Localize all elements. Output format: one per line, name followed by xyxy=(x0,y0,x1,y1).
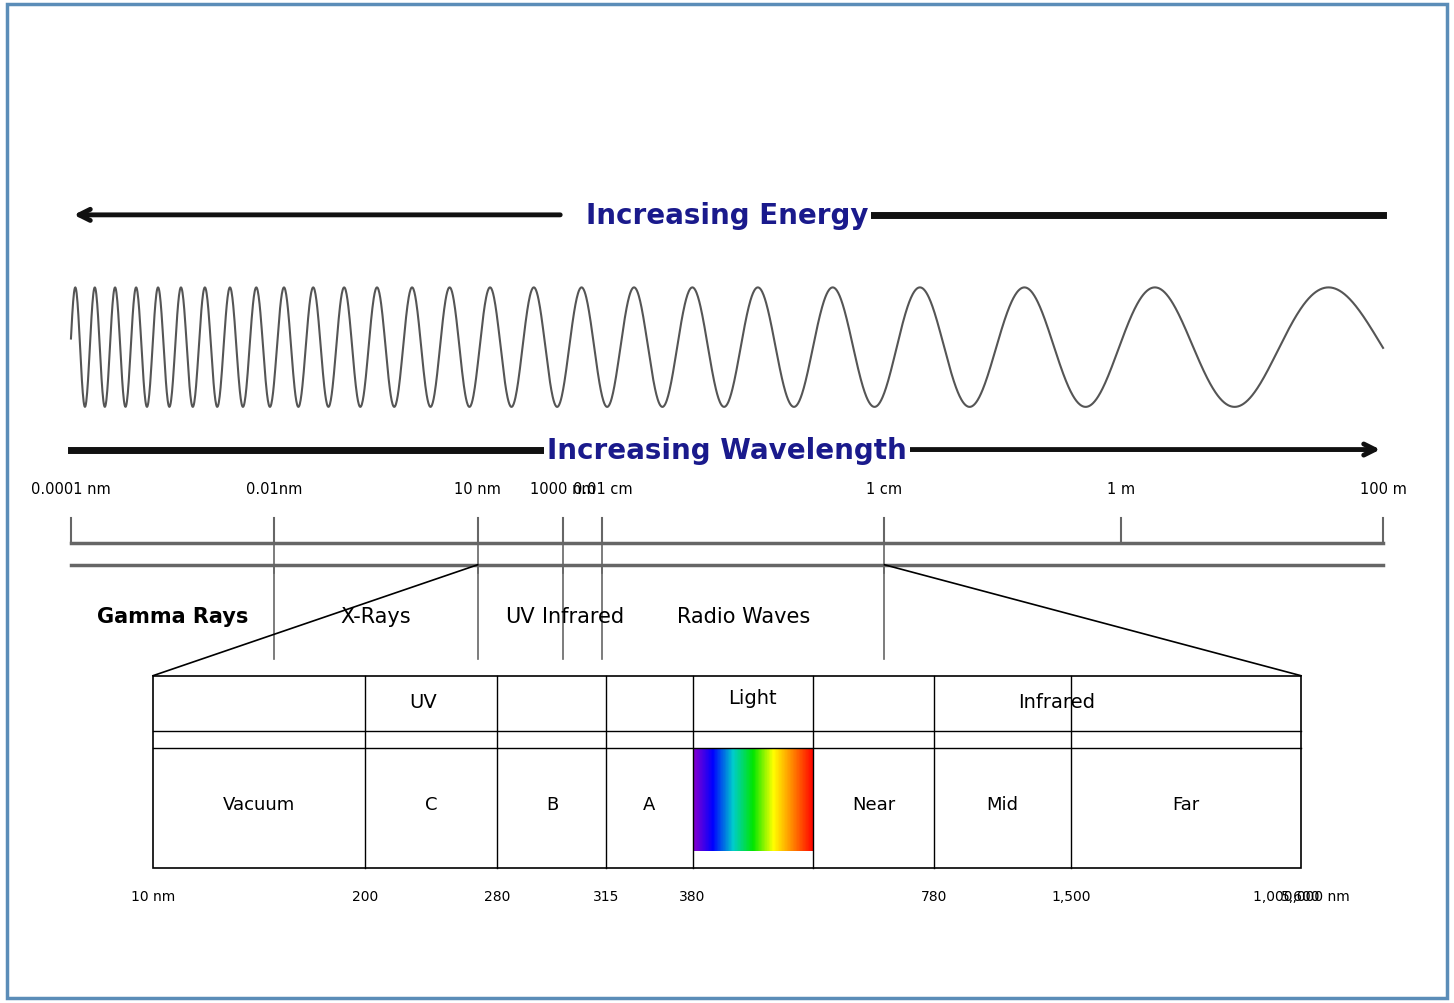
Text: 1000 nm: 1000 nm xyxy=(531,482,596,497)
Text: X-Rays: X-Rays xyxy=(340,607,411,626)
Text: UV: UV xyxy=(409,692,436,711)
Text: 0.01nm: 0.01nm xyxy=(246,482,302,497)
Text: Increasing Energy: Increasing Energy xyxy=(586,202,868,230)
Bar xyxy=(153,676,1301,868)
Text: 0.01 cm: 0.01 cm xyxy=(573,482,632,497)
Text: UV: UV xyxy=(506,607,535,626)
Text: 100 m: 100 m xyxy=(1359,482,1406,497)
Text: Vacuum: Vacuum xyxy=(222,795,295,812)
Text: 1 m: 1 m xyxy=(1106,482,1134,497)
Text: 780: 780 xyxy=(920,889,947,903)
Text: 1,500: 1,500 xyxy=(1051,889,1090,903)
Text: Infrared: Infrared xyxy=(1019,692,1095,711)
Text: 10 nm: 10 nm xyxy=(454,482,502,497)
Text: 315: 315 xyxy=(593,889,619,903)
Text: Radio Waves: Radio Waves xyxy=(676,607,810,626)
Text: 280: 280 xyxy=(484,889,510,903)
Text: A: A xyxy=(643,795,656,812)
Text: 10 nm: 10 nm xyxy=(131,889,174,903)
Text: 0.0001 nm: 0.0001 nm xyxy=(31,482,111,497)
Text: 200: 200 xyxy=(352,889,378,903)
Text: 380: 380 xyxy=(679,889,705,903)
Text: Near: Near xyxy=(852,795,896,812)
Text: Light: Light xyxy=(728,688,776,707)
Text: Figure 1: The electromagnetic spectrum and the relationship between wavelength a: Figure 1: The electromagnetic spectrum a… xyxy=(22,32,1114,76)
Text: 5,600: 5,600 xyxy=(1281,889,1320,903)
Text: Mid: Mid xyxy=(986,795,1019,812)
Text: C: C xyxy=(425,795,438,812)
Text: Increasing Wavelength: Increasing Wavelength xyxy=(547,436,907,464)
Text: 1 cm: 1 cm xyxy=(867,482,903,497)
Text: B: B xyxy=(545,795,558,812)
Text: Far: Far xyxy=(1172,795,1200,812)
Text: 1,000,000 nm: 1,000,000 nm xyxy=(1253,889,1349,903)
Text: Gamma Rays: Gamma Rays xyxy=(97,607,249,626)
Text: Infrared: Infrared xyxy=(541,607,624,626)
